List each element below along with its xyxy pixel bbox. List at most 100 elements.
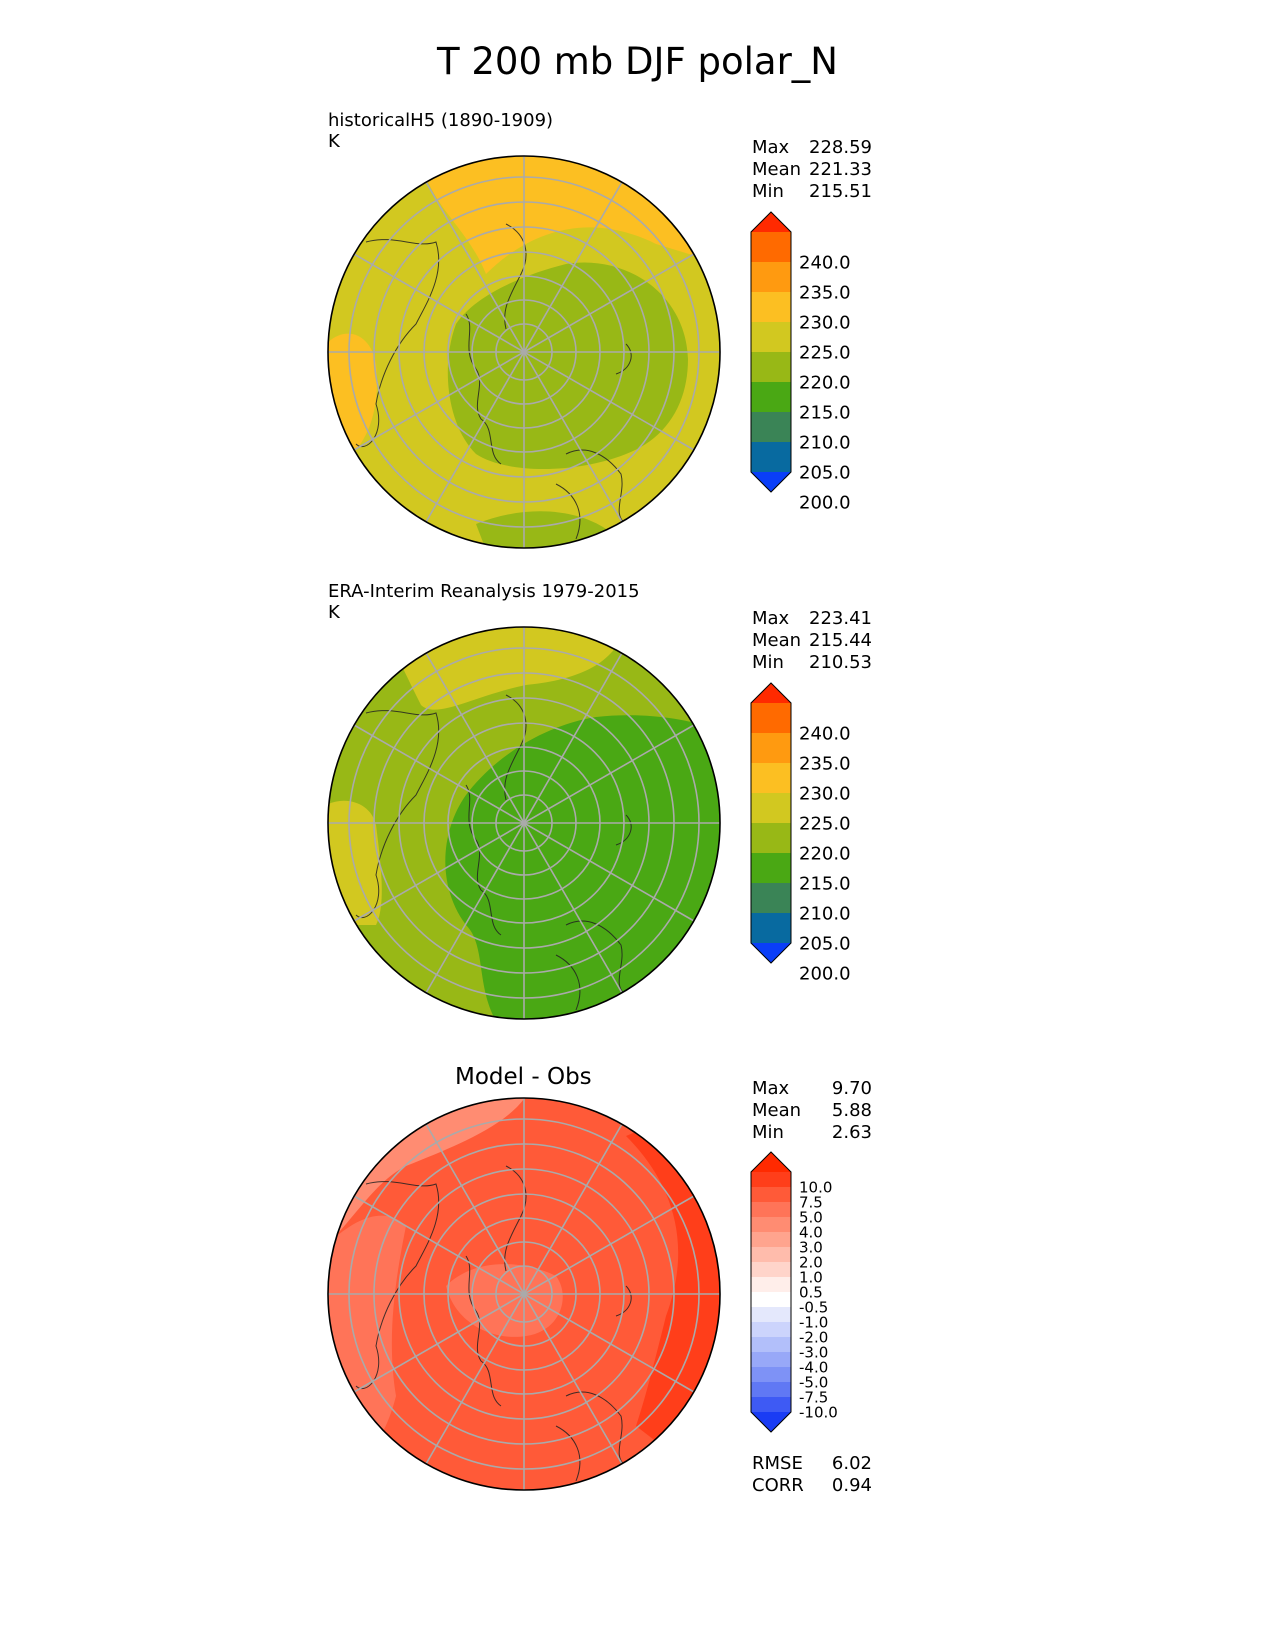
graticule: [328, 156, 720, 548]
stat-label: Min: [752, 652, 784, 673]
figure-title: T 200 mb DJF polar_N: [437, 40, 838, 83]
colorbar-tick-label: -2.0: [799, 1328, 828, 1346]
colorbar-segment: [751, 1367, 791, 1383]
colorbar-segment: [751, 322, 791, 353]
colorbar-segment: [751, 442, 791, 473]
colorbar-segment: [751, 262, 791, 293]
stat-value: 221.33: [809, 159, 872, 180]
colorbar-tick-label: 200.0: [799, 963, 851, 984]
panel3-colorbar: 10.07.55.04.03.02.01.00.5-0.5-1.0-2.0-3.…: [750, 1151, 838, 1433]
stat-label: Max: [752, 137, 790, 158]
colorbar-tick-label: 225.0: [799, 813, 851, 834]
field-215-220: [447, 262, 688, 469]
field-210-215: [445, 715, 720, 1019]
colorbar-outline: [750, 211, 792, 493]
colorbar-tick-label: 4.0: [799, 1223, 823, 1241]
colorbar-tick-label: -4.0: [799, 1358, 828, 1376]
panel1-units: K: [328, 131, 340, 152]
colorbar-segment: [751, 1397, 791, 1413]
colorbar-extend-max: [751, 683, 791, 703]
colorbar-extend-min: [751, 943, 791, 963]
panel3-polar-map: [327, 1097, 721, 1491]
colorbar-tick-label: 220.0: [799, 843, 851, 864]
field-4-5: [446, 1264, 563, 1337]
metric-value: 6.02: [831, 1453, 872, 1474]
stat-value: 228.59: [809, 137, 872, 158]
colorbar-tick-label: -1.0: [799, 1313, 828, 1331]
stat-label: Mean: [752, 1100, 802, 1121]
colorbar-tick-label: 3.0: [799, 1238, 823, 1256]
colorbar-tick-label: -10.0: [799, 1403, 838, 1421]
panel2-polar-map: [327, 626, 721, 1020]
colorbar-segment: [751, 1217, 791, 1233]
panel2-stats: Max 223.41 Mean 215.44 Min 210.53: [752, 608, 872, 674]
colorbar-segment: [751, 382, 791, 413]
colorbar-segment: [751, 1247, 791, 1263]
colorbar-segment: [751, 793, 791, 824]
colorbar-tick-label: 200.0: [799, 492, 851, 513]
colorbar-tick-label: 230.0: [799, 312, 851, 333]
stat-value: 215.44: [809, 630, 872, 651]
panel2-colorbar: 240.0 235.0 230.0 225.0 220.0 215.0 210.0 205.0…: [750, 682, 851, 984]
stat-label: Min: [752, 181, 784, 202]
graticule: [328, 1098, 720, 1490]
colorbar-segment: [751, 1292, 791, 1308]
colorbar-segment: [751, 232, 791, 263]
colorbar-tick-label: -5.0: [799, 1373, 828, 1391]
colorbar-tick-label: 2.0: [799, 1253, 823, 1271]
colorbar-segment: [751, 1232, 791, 1248]
metric-label: CORR: [752, 1475, 804, 1496]
stat-label: Mean: [752, 630, 802, 651]
colorbar-tick-label: 220.0: [799, 372, 851, 393]
colorbar-segment: [751, 733, 791, 764]
colorbar-extend-min: [751, 472, 791, 492]
panel3-stats: Max 9.70 Mean 5.88 Min 2.63: [752, 1078, 872, 1144]
colorbar-tick-label: 1.0: [799, 1268, 823, 1286]
panel3-title: Model - Obs: [455, 1064, 592, 1090]
colorbar-segment: [751, 1187, 791, 1203]
stat-label: Min: [752, 1122, 784, 1143]
colorbar-segment: [751, 823, 791, 854]
colorbar-segment: [751, 703, 791, 734]
panel2-name: ERA-Interim Reanalysis 1979-2015: [328, 581, 640, 602]
colorbar-segment: [751, 913, 791, 944]
colorbar-segment: [751, 412, 791, 443]
coastline-lines: [355, 694, 632, 1018]
panel1-colorbar: 240.0 235.0 230.0 225.0 220.0 215.0 210.0 205.0…: [750, 211, 851, 513]
stat-value: 223.41: [809, 608, 872, 629]
stat-value: 9.70: [831, 1078, 872, 1099]
colorbar-tick-label: 230.0: [799, 783, 851, 804]
colorbar-tick-label: 10.0: [799, 1178, 832, 1196]
colorbar-segment: [751, 352, 791, 383]
colorbar-segment: [751, 883, 791, 914]
panel1-polar-map: [327, 155, 721, 549]
graticule: [328, 627, 720, 1019]
colorbar-tick-label: 235.0: [799, 282, 851, 303]
colorbar-segment: [751, 763, 791, 794]
stat-value: 2.63: [831, 1122, 872, 1143]
colorbar-segment: [751, 1352, 791, 1368]
field-215-220: [476, 511, 606, 548]
panel1-stats: Max 228.59 Mean 221.33 Min 215.51: [752, 137, 872, 203]
colorbar-segment: [751, 1382, 791, 1398]
colorbar-segment: [751, 1262, 791, 1278]
colorbar-extend-min: [751, 1412, 791, 1432]
stat-value: 5.88: [831, 1100, 872, 1121]
colorbar-tick-label: 7.5: [799, 1193, 823, 1211]
stat-value: 210.53: [809, 652, 872, 673]
colorbar-tick-label: 235.0: [799, 753, 851, 774]
map-boundary: [327, 155, 721, 549]
colorbar-tick-label: 215.0: [799, 873, 851, 894]
metric-value: 0.94: [831, 1475, 872, 1496]
colorbar-tick-label: 210.0: [799, 903, 851, 924]
colorbar-tick-label: -3.0: [799, 1343, 828, 1361]
colorbar-segment: [751, 1337, 791, 1353]
stat-label: Max: [752, 608, 790, 629]
colorbar-tick-label: 205.0: [799, 462, 851, 483]
colorbar-segment: [751, 1202, 791, 1218]
colorbar-tick-label: 240.0: [799, 252, 851, 273]
map-boundary: [327, 1097, 721, 1491]
colorbar-segment: [751, 292, 791, 323]
metric-label: RMSE: [752, 1453, 803, 1474]
colorbar-tick-label: 210.0: [799, 432, 851, 453]
